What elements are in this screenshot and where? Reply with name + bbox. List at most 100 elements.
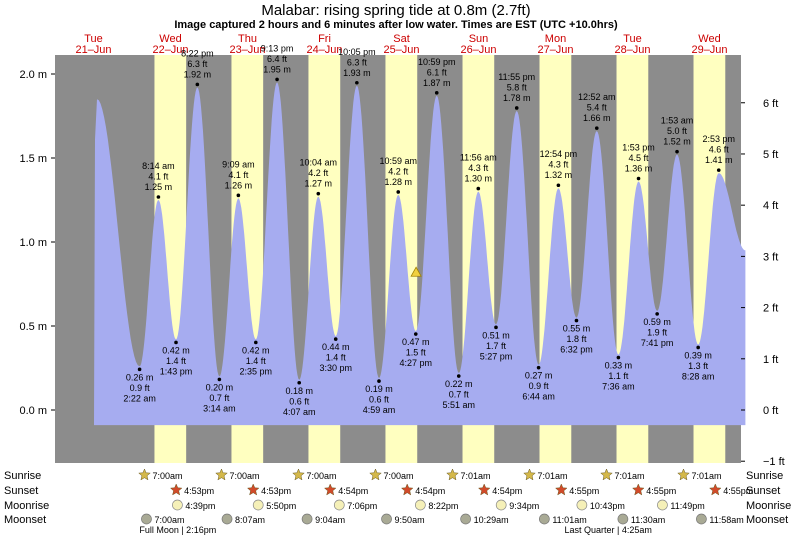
low-tide-label: 0.59 m [643, 317, 671, 327]
low-tide-label: 4:27 pm [400, 358, 433, 368]
low-tide-label: 8:28 am [682, 371, 715, 381]
sunrise-time: 7:01am [692, 471, 722, 481]
moonset-time: 10:29am [474, 515, 509, 525]
low-tide-label: 7:41 pm [641, 338, 674, 348]
high-tide-label: 8:14 am [142, 161, 175, 171]
day-name: Thu [238, 33, 257, 45]
left-tick-label: 1.5 m [19, 153, 47, 165]
moonset-time: 7:00am [154, 515, 184, 525]
sunset-time: 4:53pm [261, 486, 291, 496]
chart-title: Malabar: rising spring tide at 0.8m (2.7… [261, 2, 530, 19]
high-tide-label: 1.52 m [663, 137, 691, 147]
row-label-right: Sunset [746, 485, 780, 497]
left-axis: 2.0 m 1.5 m 1.0 m 0.5 m 0.0 m [19, 69, 55, 417]
high-tide-point [514, 106, 519, 110]
low-tide-label: 1.4 ft [326, 353, 347, 363]
sunset-time: 4:54pm [338, 486, 368, 496]
low-tide-label: 0.7 ft [209, 393, 230, 403]
day-date: 28–Jun [614, 44, 650, 56]
high-tide-label: 6.4 ft [267, 54, 288, 64]
moonset-time: 8:07am [235, 515, 265, 525]
moonrise-time: 9:34pm [509, 501, 539, 511]
high-tide-point [195, 82, 200, 87]
high-tide-point [316, 191, 321, 196]
high-tide-point [156, 195, 161, 199]
high-tide-label: 1.32 m [545, 170, 573, 180]
row-label-left: Sunrise [4, 470, 41, 482]
moon-phase-label: Full Moon | 2:16pm [139, 525, 216, 535]
sunrise-icon [677, 468, 690, 481]
sunset-icon [323, 483, 337, 496]
moonset-icon [617, 513, 629, 525]
high-tide-label: 4.3 ft [548, 160, 569, 170]
low-tide-point [377, 379, 381, 383]
high-tide-point [396, 190, 401, 194]
low-tide-label: 1:43 pm [160, 366, 193, 376]
current-tide-marker [410, 266, 422, 277]
moonset-icon [538, 513, 550, 525]
high-tide-label: 5.4 ft [587, 103, 608, 113]
moonrise-icon [172, 499, 183, 511]
moonset-icon [381, 513, 392, 525]
high-tide-label: 10:59 am [379, 156, 417, 166]
day-date: 22–Jun [152, 44, 188, 56]
high-tide-point [236, 193, 241, 198]
moonset-icon [221, 513, 233, 525]
low-tide-label: 5:27 pm [480, 351, 513, 361]
low-tide-label: 0.42 m [242, 345, 270, 355]
low-tide-point [413, 332, 418, 336]
high-tide-point [556, 183, 561, 188]
right-tick-label: 0 ft [763, 405, 778, 417]
low-tide-point [574, 318, 579, 323]
moonrise-icon [252, 499, 264, 511]
sunrise-icon [138, 468, 151, 481]
right-tick-label: 2 ft [763, 303, 778, 315]
low-tide-point [494, 325, 498, 330]
low-tide-label: 0.20 m [206, 382, 234, 392]
low-tide-label: 4:07 am [283, 407, 316, 417]
sunset-icon [554, 483, 568, 496]
low-tide-label: 1.9 ft [647, 327, 668, 337]
day-name: Sun [469, 33, 489, 45]
low-tide-point [333, 337, 338, 341]
sunrise-time: 7:01am [615, 471, 645, 481]
low-tide-label: 1.5 ft [406, 348, 427, 358]
left-tick-label: 1.0 m [19, 237, 47, 249]
low-tide-label: 0.9 ft [130, 383, 151, 393]
high-tide-label: 1:53 pm [622, 143, 655, 153]
low-tide-label: 1.4 ft [246, 356, 267, 366]
tide-area [94, 82, 746, 426]
high-tide-point [675, 149, 679, 154]
tide-annotations: 0.26 m0.9 ft2:22 am8:14 am4.1 ft1.25 m0.… [123, 43, 735, 416]
high-tide-label: 4.6 ft [709, 145, 730, 155]
sunset-time: 4:54pm [415, 486, 445, 496]
moonrise-icon [495, 499, 507, 511]
moonrise-icon [576, 499, 588, 511]
day-name: Wed [159, 33, 181, 45]
day-name: Fri [318, 33, 331, 45]
low-tide-label: 0.44 m [322, 342, 350, 352]
row-label-left: Sunset [4, 485, 38, 497]
moonrise-time: 4:39pm [185, 501, 215, 511]
high-tide-point [476, 186, 481, 191]
high-tide-label: 11:56 am [460, 153, 497, 163]
low-tide-label: 4:59 am [363, 405, 396, 415]
low-tide-label: 1.7 ft [486, 341, 507, 351]
low-tide-label: 0.7 ft [449, 390, 470, 400]
moonset-time: 11:01am [552, 515, 586, 525]
high-tide-label: 4.3 ft [468, 163, 489, 173]
left-tick-label: 0.5 m [19, 321, 47, 333]
low-tide-label: 0.26 m [126, 372, 154, 382]
row-label-right: Sunrise [746, 470, 783, 482]
high-tide-label: 5.8 ft [507, 82, 528, 92]
sunset-icon [477, 483, 491, 496]
row-label-left: Moonrise [4, 500, 49, 512]
sunset-time: 4:55pm [569, 486, 599, 496]
high-tide-label: 1.87 m [423, 78, 451, 88]
low-tide-label: 6:32 pm [560, 345, 593, 355]
low-tide-label: 0.47 m [402, 337, 430, 347]
high-tide-label: 4.5 ft [629, 153, 650, 163]
high-tide-label: 10:05 pm [338, 47, 376, 57]
row-label-right: Moonrise [746, 500, 791, 512]
right-tick-label: 6 ft [763, 98, 778, 110]
